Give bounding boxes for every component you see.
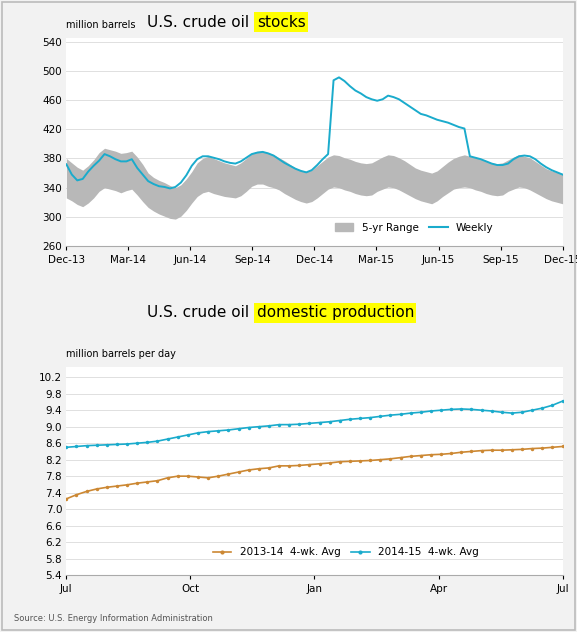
Text: million barrels: million barrels bbox=[66, 20, 136, 30]
Legend: 5-yr Range, Weekly: 5-yr Range, Weekly bbox=[331, 219, 498, 237]
Text: domestic production: domestic production bbox=[257, 305, 414, 320]
Legend: 2013-14  4-wk. Avg, 2014-15  4-wk. Avg: 2013-14 4-wk. Avg, 2014-15 4-wk. Avg bbox=[208, 544, 483, 562]
Text: U.S. crude oil: U.S. crude oil bbox=[147, 305, 254, 320]
Text: stocks: stocks bbox=[257, 15, 305, 30]
Text: U.S. crude oil: U.S. crude oil bbox=[147, 15, 254, 30]
Text: Source: U.S. Energy Information Administration: Source: U.S. Energy Information Administ… bbox=[14, 614, 213, 623]
Text: million barrels per day: million barrels per day bbox=[66, 349, 176, 358]
